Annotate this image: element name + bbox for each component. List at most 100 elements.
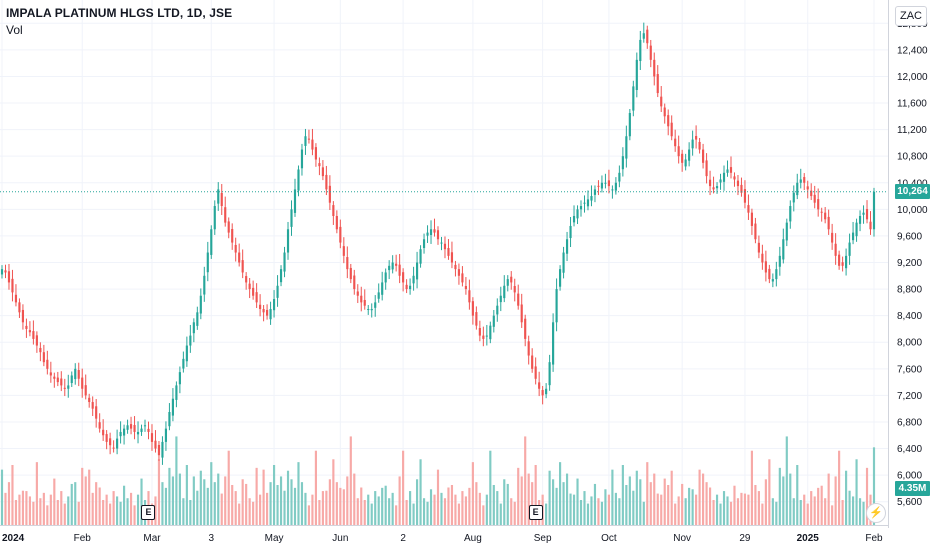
- volume-bar: [185, 465, 188, 525]
- volume-bar: [858, 498, 862, 525]
- volume-bar: [443, 498, 447, 525]
- candle-body: [161, 441, 164, 458]
- volume-bar: [872, 447, 876, 525]
- volume-bar: [210, 462, 213, 525]
- candle-body: [109, 438, 112, 446]
- candle-body: [646, 29, 649, 44]
- candle-body: [736, 180, 740, 187]
- candle-body: [199, 295, 202, 314]
- volume-bar: [238, 503, 241, 525]
- flash-icon[interactable]: ⚡: [866, 503, 886, 523]
- candle-body: [799, 179, 802, 183]
- candle-body: [628, 112, 631, 137]
- candle-body: [733, 176, 736, 180]
- candle-body: [405, 284, 408, 290]
- last-volume-tag: 4.35M: [895, 481, 930, 496]
- y-tick-label: 7,200: [897, 391, 922, 402]
- volume-bar: [175, 436, 178, 525]
- candle-body: [817, 199, 820, 210]
- candle-body: [136, 431, 140, 435]
- volume-bar: [447, 487, 450, 525]
- volume-bar: [510, 498, 513, 525]
- volume-bar: [552, 479, 555, 525]
- currency-label[interactable]: ZAC: [895, 6, 927, 26]
- volume-bar: [597, 498, 600, 525]
- volume-bar: [300, 482, 304, 525]
- candle-body: [122, 428, 126, 436]
- volume-bar: [293, 487, 297, 525]
- candle-body: [74, 368, 77, 380]
- volume-bar: [35, 462, 38, 525]
- candle-body: [691, 139, 694, 149]
- candle-body: [729, 167, 733, 173]
- candle-body: [63, 387, 66, 389]
- volume-bar: [429, 489, 433, 525]
- volume-bar: [503, 479, 506, 525]
- volume-bar: [388, 498, 391, 525]
- y-axis[interactable]: 5,600 6,000 6,400 6,800 7,200 7,600 8,000 8,400…: [897, 19, 928, 508]
- volume-bar: [377, 496, 380, 525]
- volume-bar: [109, 503, 112, 525]
- volume-indicator-label[interactable]: Vol: [6, 23, 23, 37]
- volume-bar: [757, 491, 760, 525]
- candle-body: [307, 138, 311, 140]
- volume-bar: [84, 476, 87, 525]
- volume-bar: [747, 494, 750, 525]
- candle-body: [527, 341, 530, 356]
- earnings-event-marker[interactable]: E: [141, 505, 156, 520]
- candle-body: [510, 276, 513, 283]
- volume-bar: [485, 494, 488, 525]
- volume-bar: [276, 485, 279, 525]
- volume-bar: [241, 479, 244, 525]
- volume-bar: [865, 467, 869, 525]
- volume-bar: [199, 470, 202, 525]
- candle-body: [611, 189, 614, 191]
- candle-body: [95, 406, 98, 419]
- volume-bar: [834, 476, 837, 525]
- volume-bar: [346, 476, 349, 525]
- volume-bar: [708, 487, 712, 525]
- volume-bar: [496, 491, 499, 525]
- candle-body: [482, 335, 485, 339]
- volume-bar: [231, 485, 234, 525]
- candle-body: [531, 355, 534, 369]
- candle-body: [695, 135, 698, 140]
- volume-bar: [248, 498, 251, 525]
- volume-bar: [286, 470, 290, 525]
- x-axis[interactable]: 2024 Feb Mar 3 May Jun 2 Aug Sep Oct Nov 29 2025 Feb: [2, 533, 883, 544]
- candle-body: [286, 229, 290, 253]
- volume-bar: [318, 500, 321, 525]
- volume-bar: [702, 473, 705, 525]
- volume-bar: [74, 482, 77, 525]
- volume-bar: [339, 487, 342, 525]
- volume-bar: [531, 482, 534, 525]
- candle-body: [98, 422, 101, 429]
- candle-body: [722, 172, 726, 182]
- earnings-event-marker[interactable]: E: [528, 505, 543, 520]
- volume-bar: [21, 490, 25, 525]
- candle-body: [349, 267, 352, 280]
- candle-body: [597, 185, 600, 187]
- volume-bar: [611, 469, 614, 525]
- candle-body: [834, 243, 837, 256]
- candle-body: [764, 261, 767, 273]
- volume-bar: [824, 498, 827, 525]
- candle-body: [67, 385, 70, 389]
- volume-bar: [590, 496, 593, 525]
- candle-body: [869, 221, 872, 230]
- volume-bar: [325, 490, 328, 525]
- candle-body: [422, 239, 426, 249]
- volume-bar: [370, 503, 373, 525]
- volume-bar: [88, 469, 91, 525]
- candle-body: [792, 192, 795, 203]
- candle-body: [39, 347, 42, 353]
- candle-body: [182, 358, 185, 369]
- volume-bar: [558, 462, 562, 525]
- candle-body: [468, 290, 471, 303]
- candle-body: [272, 299, 276, 311]
- volume-bar: [11, 465, 14, 525]
- x-tick-label: Feb: [74, 533, 92, 544]
- candle-body: [398, 264, 401, 276]
